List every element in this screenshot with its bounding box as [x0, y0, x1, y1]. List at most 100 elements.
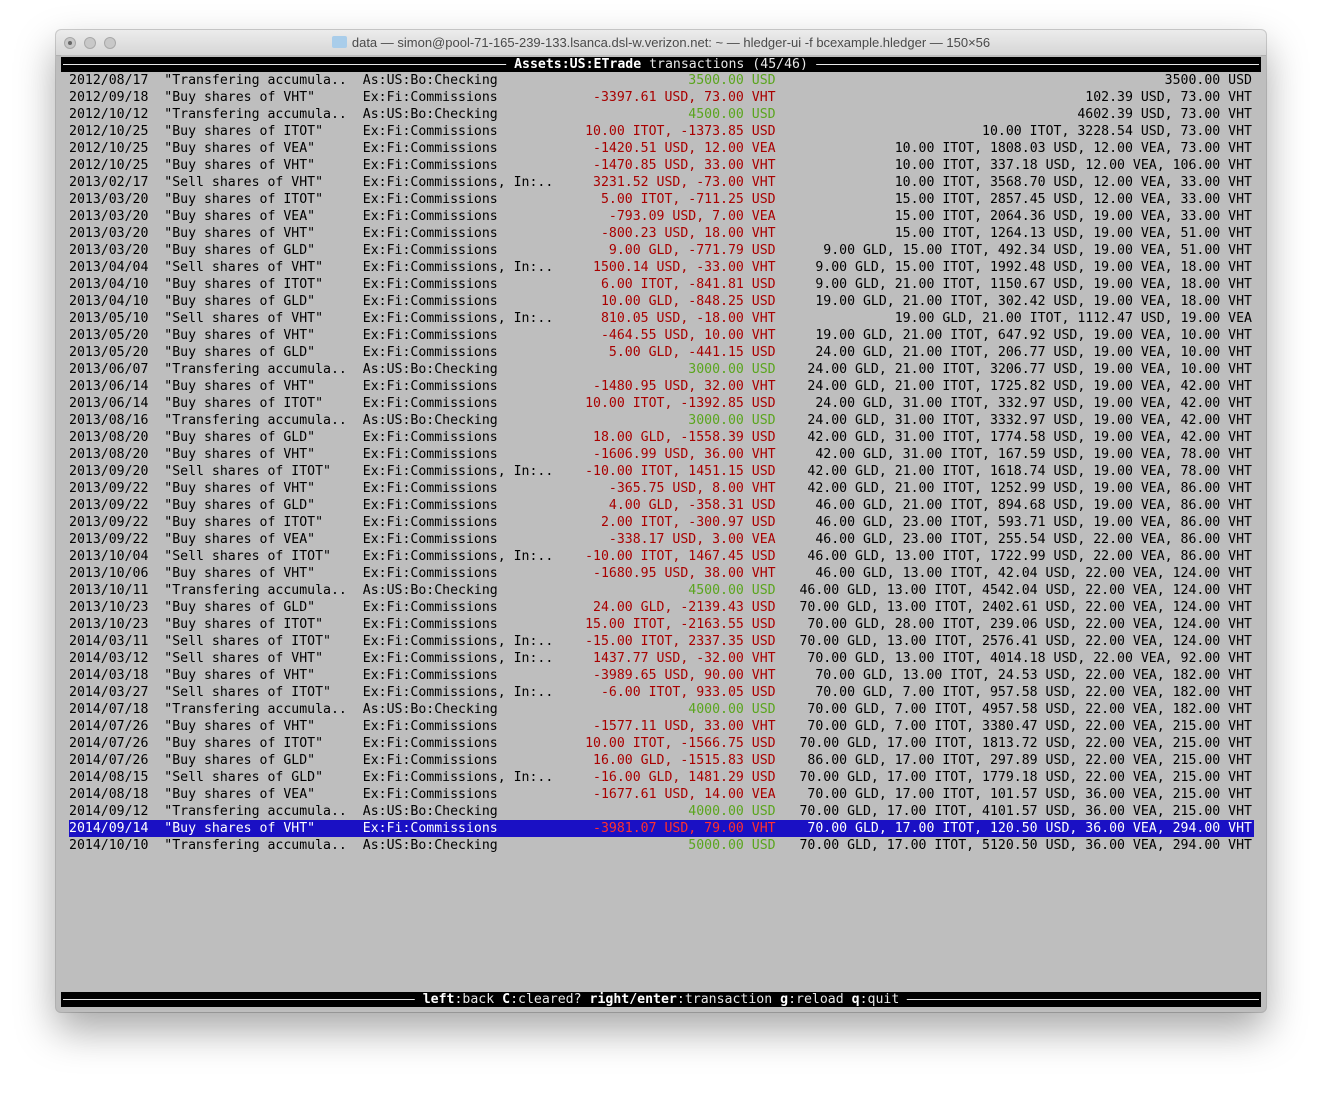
amount-cell: -1606.99 USD, 36.00 VHT	[593, 447, 776, 462]
table-row[interactable]: 2013/05/20 "Buy shares of VHT" Ex:Fi:Commi…	[69, 327, 1254, 344]
description-cell: "Buy shares of VEA"	[164, 532, 316, 547]
table-row-selected[interactable]: 2014/09/14 "Buy shares of VHT" Ex:Fi:Commi…	[69, 820, 1254, 837]
table-row[interactable]: 2014/07/26 "Buy shares of ITOT" Ex:Fi:Comm…	[69, 735, 1254, 752]
table-row[interactable]: 2013/03/20 "Buy shares of VHT" Ex:Fi:Commi…	[69, 225, 1254, 242]
balance-cell: 46.00 GLD, 21.00 ITOT, 894.68 USD, 19.00…	[815, 498, 1252, 513]
amount-cell: 4000.00 USD	[688, 702, 776, 717]
amount-cell: -338.17 USD, 3.00 VEA	[608, 532, 776, 547]
table-row[interactable]: 2014/07/18 "Transfering accumula.. As:US:B…	[69, 701, 1254, 718]
description-cell: "Buy shares of VHT"	[164, 226, 316, 241]
amount-cell: -10.00 ITOT, 1467.45 USD	[585, 549, 776, 564]
balance-cell: 3500.00 USD	[1164, 73, 1252, 88]
description-cell: "Buy shares of VHT"	[164, 719, 316, 734]
table-row[interactable]: 2014/08/15 "Sell shares of GLD" Ex:Fi:Comm…	[69, 769, 1254, 786]
table-row[interactable]: 2012/10/25 "Buy shares of ITOT" Ex:Fi:Comm…	[69, 123, 1254, 140]
table-row[interactable]: 2013/10/06 "Buy shares of VHT" Ex:Fi:Commi…	[69, 565, 1254, 582]
account-cell: Ex:Fi:Commissions	[362, 719, 498, 734]
table-row[interactable]: 2014/03/27 "Sell shares of ITOT" Ex:Fi:Com…	[69, 684, 1254, 701]
account-cell: As:US:Bo:Checking	[362, 702, 498, 717]
table-row[interactable]: 2013/10/04 "Sell shares of ITOT" Ex:Fi:Com…	[69, 548, 1254, 565]
table-row[interactable]: 2012/10/12 "Transfering accumula.. As:US:B…	[69, 106, 1254, 123]
date-cell: 2013/04/10	[69, 277, 149, 292]
description-cell: "Sell shares of ITOT"	[164, 685, 331, 700]
amount-cell: -15.00 ITOT, 2337.35 USD	[585, 634, 776, 649]
minimize-button[interactable]	[84, 37, 96, 49]
amount-cell: 4000.00 USD	[688, 804, 776, 819]
balance-cell: 15.00 ITOT, 1264.13 USD, 19.00 VEA, 51.0…	[894, 226, 1252, 241]
header-label: Assets:US:ETrade transactions (45/46)	[506, 57, 816, 72]
account-cell: As:US:Bo:Checking	[362, 804, 498, 819]
date-cell: 2014/08/15	[69, 770, 149, 785]
table-row[interactable]: 2012/10/25 "Buy shares of VHT" Ex:Fi:Commi…	[69, 157, 1254, 174]
register-header: Assets:US:ETrade transactions (45/46)	[61, 57, 1261, 72]
table-row[interactable]: 2013/10/23 "Buy shares of GLD" Ex:Fi:Commi…	[69, 599, 1254, 616]
table-row[interactable]: 2013/10/11 "Transfering accumula.. As:US:B…	[69, 582, 1254, 599]
zoom-button[interactable]	[104, 37, 116, 49]
table-row[interactable]: 2013/10/23 "Buy shares of ITOT" Ex:Fi:Comm…	[69, 616, 1254, 633]
table-row[interactable]: 2014/07/26 "Buy shares of GLD" Ex:Fi:Commi…	[69, 752, 1254, 769]
table-row[interactable]: 2013/03/20 "Buy shares of GLD" Ex:Fi:Commi…	[69, 242, 1254, 259]
table-row[interactable]: 2013/08/20 "Buy shares of GLD" Ex:Fi:Commi…	[69, 429, 1254, 446]
table-row[interactable]: 2013/05/20 "Buy shares of GLD" Ex:Fi:Commi…	[69, 344, 1254, 361]
balance-cell: 70.00 GLD, 17.00 ITOT, 5120.50 USD, 36.0…	[799, 838, 1252, 853]
table-row[interactable]: 2013/04/10 "Buy shares of GLD" Ex:Fi:Commi…	[69, 293, 1254, 310]
table-row[interactable]: 2013/02/17 "Sell shares of VHT" Ex:Fi:Comm…	[69, 174, 1254, 191]
account-cell: Ex:Fi:Commissions	[362, 600, 498, 615]
table-row[interactable]: 2013/09/22 "Buy shares of VEA" Ex:Fi:Commi…	[69, 531, 1254, 548]
table-row[interactable]: 2014/07/26 "Buy shares of VHT" Ex:Fi:Commi…	[69, 718, 1254, 735]
amount-cell: 3231.52 USD, -73.00 VHT	[593, 175, 776, 190]
account-cell: Ex:Fi:Commissions	[362, 498, 498, 513]
title-bar: data — simon@pool-71-165-239-133.lsanca.…	[56, 30, 1266, 56]
transaction-list[interactable]: 2012/08/17 "Transfering accumula.. As:US:B…	[69, 72, 1254, 854]
table-row[interactable]: 2013/08/20 "Buy shares of VHT" Ex:Fi:Commi…	[69, 446, 1254, 463]
table-row[interactable]: 2014/03/11 "Sell shares of ITOT" Ex:Fi:Com…	[69, 633, 1254, 650]
table-row[interactable]: 2013/04/10 "Buy shares of ITOT" Ex:Fi:Comm…	[69, 276, 1254, 293]
balance-cell: 102.39 USD, 73.00 VHT	[1085, 90, 1252, 105]
date-cell: 2013/03/20	[69, 209, 149, 224]
amount-cell: 4500.00 USD	[688, 583, 776, 598]
balance-cell: 46.00 GLD, 13.00 ITOT, 4542.04 USD, 22.0…	[799, 583, 1252, 598]
balance-cell: 42.00 GLD, 21.00 ITOT, 1252.99 USD, 19.0…	[807, 481, 1252, 496]
help-footer: left:back C:cleared? right/enter:transac…	[61, 992, 1261, 1007]
terminal-screen[interactable]: Assets:US:ETrade transactions (45/46) 20…	[61, 55, 1261, 1008]
table-row[interactable]: 2014/09/12 "Transfering accumula.. As:US:B…	[69, 803, 1254, 820]
table-row[interactable]: 2013/06/14 "Buy shares of ITOT" Ex:Fi:Comm…	[69, 395, 1254, 412]
footer-separator: :	[454, 992, 463, 1007]
date-cell: 2013/09/22	[69, 498, 149, 513]
close-button[interactable]	[64, 37, 76, 49]
table-row[interactable]: 2013/06/07 "Transfering accumula.. As:US:B…	[69, 361, 1254, 378]
table-row[interactable]: 2014/08/18 "Buy shares of VEA" Ex:Fi:Commi…	[69, 786, 1254, 803]
table-row[interactable]: 2012/08/17 "Transfering accumula.. As:US:B…	[69, 72, 1254, 89]
account-cell: Ex:Fi:Commissions	[362, 294, 498, 309]
amount-cell: 3000.00 USD	[688, 362, 776, 377]
amount-cell: -365.75 USD, 8.00 VHT	[608, 481, 776, 496]
table-row[interactable]: 2013/09/20 "Sell shares of ITOT" Ex:Fi:Com…	[69, 463, 1254, 480]
balance-cell: 4602.39 USD, 73.00 VHT	[1077, 107, 1252, 122]
balance-cell: 46.00 GLD, 23.00 ITOT, 255.54 USD, 22.00…	[815, 532, 1252, 547]
table-row[interactable]: 2013/03/20 "Buy shares of ITOT" Ex:Fi:Comm…	[69, 191, 1254, 208]
account-cell: Ex:Fi:Commissions, In:..	[362, 770, 554, 785]
account-cell: Ex:Fi:Commissions	[362, 753, 498, 768]
table-row[interactable]: 2013/09/22 "Buy shares of GLD" Ex:Fi:Commi…	[69, 497, 1254, 514]
table-row[interactable]: 2013/03/20 "Buy shares of VEA" Ex:Fi:Commi…	[69, 208, 1254, 225]
footer-keys: left:back C:cleared? right/enter:transac…	[414, 992, 908, 1007]
amount-cell: -6.00 ITOT, 933.05 USD	[600, 685, 776, 700]
table-row[interactable]: 2012/10/25 "Buy shares of VEA" Ex:Fi:Commi…	[69, 140, 1254, 157]
balance-cell: 19.00 GLD, 21.00 ITOT, 1112.47 USD, 19.0…	[894, 311, 1252, 326]
table-row[interactable]: 2013/04/04 "Sell shares of VHT" Ex:Fi:Comm…	[69, 259, 1254, 276]
table-row[interactable]: 2012/09/18 "Buy shares of VHT" Ex:Fi:Commi…	[69, 89, 1254, 106]
footer-key: right/enter	[589, 992, 677, 1007]
table-row[interactable]: 2014/03/18 "Buy shares of VHT" Ex:Fi:Commi…	[69, 667, 1254, 684]
table-row[interactable]: 2013/08/16 "Transfering accumula.. As:US:B…	[69, 412, 1254, 429]
balance-cell: 70.00 GLD, 17.00 ITOT, 1779.18 USD, 22.0…	[799, 770, 1252, 785]
table-row[interactable]: 2014/03/12 "Sell shares of VHT" Ex:Fi:Comm…	[69, 650, 1254, 667]
date-cell: 2014/07/26	[69, 719, 149, 734]
footer-action: transaction	[684, 992, 773, 1007]
table-row[interactable]: 2013/09/22 "Buy shares of ITOT" Ex:Fi:Comm…	[69, 514, 1254, 531]
table-row[interactable]: 2013/05/10 "Sell shares of VHT" Ex:Fi:Comm…	[69, 310, 1254, 327]
balance-cell: 19.00 GLD, 21.00 ITOT, 302.42 USD, 19.00…	[815, 294, 1252, 309]
table-row[interactable]: 2014/10/10 "Transfering accumula.. As:US:B…	[69, 837, 1254, 854]
description-cell: "Transfering accumula..	[164, 583, 347, 598]
table-row[interactable]: 2013/09/22 "Buy shares of VHT" Ex:Fi:Commi…	[69, 480, 1254, 497]
table-row[interactable]: 2013/06/14 "Buy shares of VHT" Ex:Fi:Commi…	[69, 378, 1254, 395]
